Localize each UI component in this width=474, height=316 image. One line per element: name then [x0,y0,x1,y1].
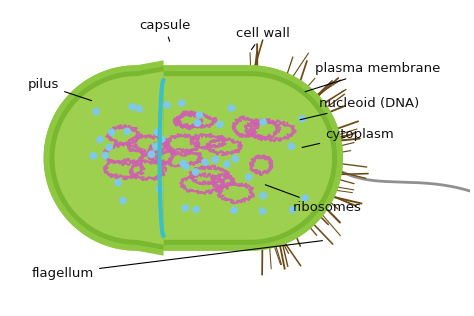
Circle shape [164,102,170,108]
Circle shape [154,129,160,135]
Circle shape [260,119,266,125]
Circle shape [180,160,186,167]
Polygon shape [73,85,330,231]
Circle shape [302,195,308,201]
Circle shape [148,151,155,157]
Polygon shape [44,65,343,251]
Polygon shape [71,83,332,233]
Text: flagellum: flagellum [32,240,322,280]
Text: capsule: capsule [139,19,190,41]
Polygon shape [71,88,316,166]
Circle shape [97,137,103,143]
Circle shape [124,128,130,135]
Polygon shape [71,88,316,166]
Text: ribosomes: ribosomes [265,185,361,214]
Polygon shape [50,66,164,250]
Circle shape [290,207,296,213]
Circle shape [102,152,109,159]
Circle shape [217,121,223,128]
Circle shape [182,205,189,211]
Circle shape [129,104,136,110]
Circle shape [299,116,305,122]
Circle shape [115,179,121,186]
Circle shape [93,108,100,115]
Text: pilus: pilus [28,78,91,100]
Circle shape [183,163,189,170]
Circle shape [158,136,165,142]
Polygon shape [0,1,164,315]
Circle shape [192,169,199,175]
Circle shape [156,186,163,192]
Text: nucleoid (DNA): nucleoid (DNA) [300,97,419,120]
Circle shape [231,207,237,214]
Circle shape [246,174,252,180]
Polygon shape [67,80,335,236]
Circle shape [224,161,230,167]
Polygon shape [55,76,332,240]
Circle shape [212,156,219,163]
Circle shape [232,156,238,162]
Circle shape [288,143,294,149]
Circle shape [194,120,201,126]
Circle shape [196,112,202,118]
Circle shape [202,159,209,166]
Polygon shape [44,65,343,251]
Text: plasma membrane: plasma membrane [305,62,441,92]
Polygon shape [55,76,332,240]
Polygon shape [55,71,164,245]
Circle shape [153,143,159,149]
Circle shape [179,100,185,106]
Circle shape [260,192,266,199]
Polygon shape [44,60,164,256]
Polygon shape [50,71,337,245]
Circle shape [259,208,265,214]
Polygon shape [50,71,337,245]
Text: cell wall: cell wall [236,27,290,50]
Circle shape [228,105,235,111]
Circle shape [106,144,112,151]
Circle shape [91,153,97,159]
Circle shape [120,197,126,204]
Circle shape [193,206,200,213]
Circle shape [136,106,142,112]
Text: cytoplasm: cytoplasm [302,128,394,148]
Circle shape [109,129,115,136]
